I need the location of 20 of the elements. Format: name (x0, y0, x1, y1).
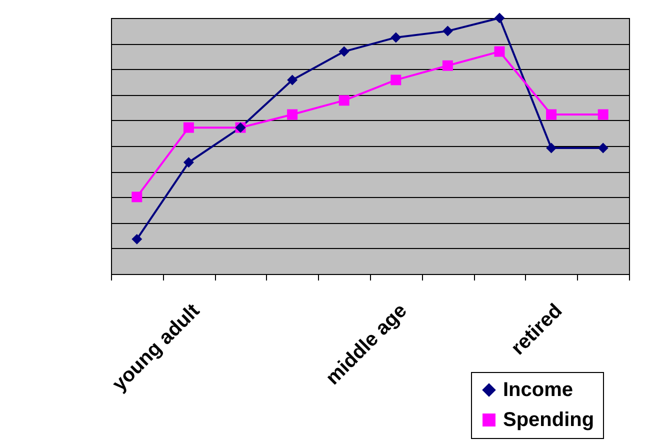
point (183, 157, 194, 168)
point (598, 142, 608, 154)
point (390, 32, 402, 43)
point (494, 12, 505, 24)
legend-label: Spending (503, 409, 594, 431)
point (183, 122, 194, 133)
point (338, 95, 350, 106)
point (338, 46, 350, 57)
point (132, 234, 142, 244)
point (442, 26, 453, 36)
point (390, 74, 402, 86)
point (546, 142, 557, 154)
point (132, 192, 142, 202)
point (442, 60, 453, 71)
point (598, 109, 608, 120)
point (494, 46, 505, 57)
legend-label: Income (503, 379, 574, 401)
point (287, 109, 298, 120)
point (287, 74, 298, 86)
point (546, 109, 557, 120)
